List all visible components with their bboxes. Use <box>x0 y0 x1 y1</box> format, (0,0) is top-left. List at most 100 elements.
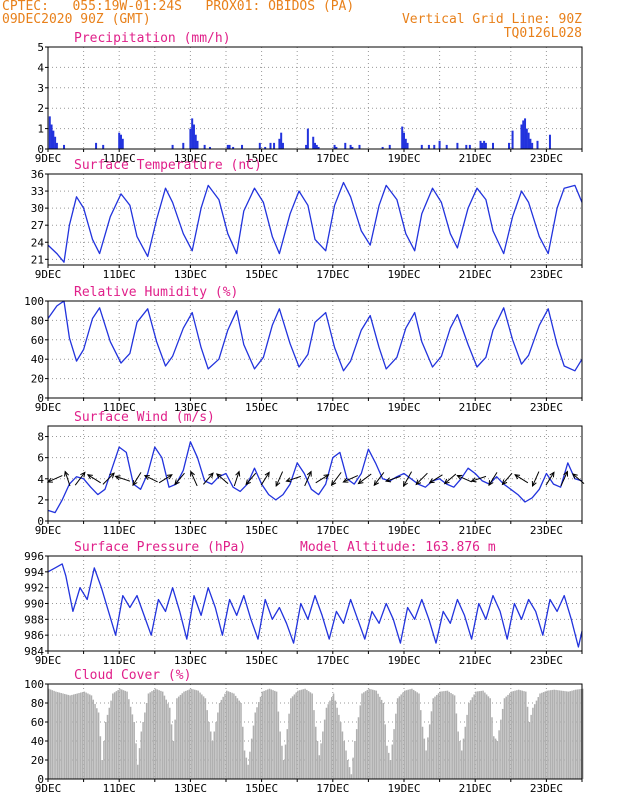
cloud-bar <box>112 693 114 779</box>
precip-bar <box>381 146 384 149</box>
cloud-bar <box>368 688 370 779</box>
precip-bar <box>427 144 430 149</box>
wind-vector-head <box>46 477 53 483</box>
ytick-label-rh: 0 <box>37 392 44 405</box>
precip-bar <box>278 138 281 149</box>
wind-vector <box>74 472 86 486</box>
cloud-bar <box>516 690 518 779</box>
cloud-bar <box>425 750 427 779</box>
precip-bar <box>50 124 53 149</box>
wind-vector-head <box>190 470 195 477</box>
cloud-bar <box>434 696 436 779</box>
cloud-bar <box>366 689 369 779</box>
cloud-bar <box>484 692 486 779</box>
precip-bar <box>529 138 532 149</box>
cloud-bar <box>204 698 207 779</box>
cloud-bar <box>120 689 123 779</box>
ytick-label-precip: 0 <box>37 143 44 156</box>
cloud-bar <box>428 724 431 779</box>
cloud-bar <box>530 714 532 779</box>
cloud-bar <box>387 752 390 779</box>
header-grid-line: Vertical Grid Line: 90Z <box>401 12 582 27</box>
cloud-bar <box>439 691 442 779</box>
title-cloud: Cloud Cover (%) <box>74 668 191 683</box>
cloud-bar <box>193 689 196 779</box>
cloud-bar <box>569 691 572 779</box>
title-temp: Surface Temperature (nC) <box>74 158 262 173</box>
precip-bar <box>433 144 436 149</box>
xtick-label-temp: 21DEC <box>459 268 492 281</box>
wind-vector <box>144 475 158 483</box>
cloud-bar <box>261 691 264 779</box>
cloud-bar <box>224 693 226 779</box>
cloud-bar <box>104 722 107 779</box>
frame-cloud <box>47 683 583 780</box>
cloud-bar <box>218 703 221 779</box>
xtick-label-temp: 19DEC <box>387 268 420 281</box>
wind-vector <box>331 472 342 486</box>
cloud-bar <box>90 695 93 779</box>
ytick-label-cloud: 80 <box>31 697 44 710</box>
precip-bar <box>401 126 404 149</box>
cloud-bar <box>65 694 68 779</box>
cloud-bar <box>243 750 246 779</box>
xtick-label-rh: 19DEC <box>387 401 420 414</box>
cloud-bar <box>58 692 61 779</box>
wind-vector <box>415 472 428 485</box>
cloud-bar <box>217 712 219 779</box>
wind-vector <box>233 471 240 487</box>
cloud-bar <box>411 688 413 779</box>
cloud-bar <box>557 690 559 779</box>
wind-vector <box>457 475 472 483</box>
precip-bar <box>192 124 195 149</box>
cloud-bar <box>542 692 545 779</box>
cloud-bar <box>211 741 214 779</box>
precip-bar <box>306 128 309 149</box>
precip-bar <box>189 128 192 149</box>
cloud-bar <box>126 691 128 779</box>
ytick-label-precip: 3 <box>37 82 44 95</box>
cloud-bar <box>131 714 134 779</box>
cloud-bar <box>528 722 531 779</box>
cloud-bar <box>480 690 483 779</box>
xtick-label-temp: 13DEC <box>174 268 207 281</box>
wind-vector-head <box>470 477 477 483</box>
cloud-bar <box>213 731 216 779</box>
cloud-bar <box>573 690 575 779</box>
cloud-bar <box>122 690 125 779</box>
xtick-label-precip: 21DEC <box>459 152 492 165</box>
header-date: 09DEC2020 90Z (GMT) <box>2 12 151 27</box>
xtick-label-temp: 11DEC <box>103 268 136 281</box>
ytick-label-temp: 27 <box>31 219 44 232</box>
cloud-bar <box>359 705 362 779</box>
cloud-bar <box>414 691 417 779</box>
cloud-bar <box>298 690 301 779</box>
xtick-label-wind: 9DEC <box>35 524 62 537</box>
cloud-bar <box>309 692 312 779</box>
xtick-label-precip: 15DEC <box>245 152 278 165</box>
precip-bar <box>403 132 405 149</box>
cloud-bar <box>386 745 388 779</box>
cloud-bar <box>357 717 360 779</box>
cloud-bar <box>119 688 121 779</box>
frame-precip <box>47 46 583 150</box>
cloud-bar <box>544 691 547 779</box>
precip-bar <box>281 142 284 149</box>
cloud-bar <box>236 698 239 779</box>
title-pres: Surface Pressure (hPa) <box>74 540 246 555</box>
wind-vector-head <box>443 478 450 485</box>
cloud-bar <box>72 694 75 779</box>
xtick-label-wind: 11DEC <box>103 524 136 537</box>
cloud-bar <box>546 690 548 779</box>
cloud-bar <box>525 691 527 779</box>
cloud-bar <box>258 702 260 779</box>
precip-bar <box>481 142 484 149</box>
precip-bar <box>118 132 121 149</box>
cloud-bar <box>202 696 205 779</box>
annotation-pres: Model Altitude: 163.876 m <box>300 540 496 555</box>
cloud-bar <box>265 690 267 779</box>
precip-bar <box>404 138 407 149</box>
cloud-bar <box>444 690 447 779</box>
cloud-bar <box>234 695 237 779</box>
